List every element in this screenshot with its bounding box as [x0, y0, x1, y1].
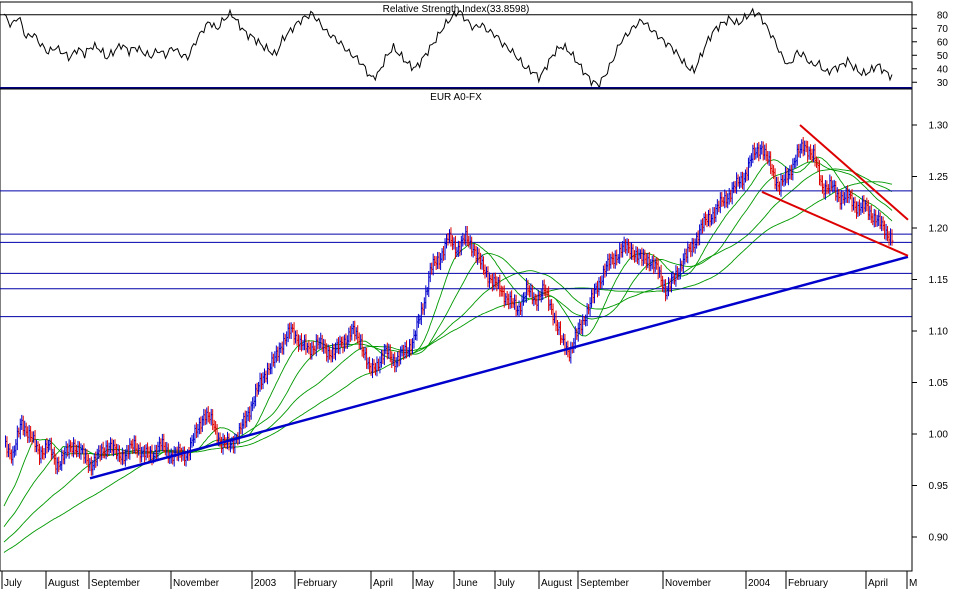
x-tick-label: July [497, 578, 515, 589]
x-axis: July August September November 2003 February A… [0, 570, 917, 589]
price-panel: EUR A0-FX 0.90 0.95 1.00 1.05 1.10 1.15 1.20 1.… [0, 88, 949, 572]
x-tick-label: August [48, 578, 79, 589]
x-tick-label: February [788, 578, 828, 589]
x-tick-label: M [909, 578, 917, 589]
price-y-tick-label: 1.15 [929, 275, 949, 286]
price-bar [891, 229, 894, 246]
rsi-y-axis: 30 40 50 60 70 80 [911, 2, 949, 89]
price-y-tick-label: 1.25 [929, 172, 949, 183]
x-tick-label: June [456, 578, 478, 589]
x-tick-label: February [297, 578, 337, 589]
x-tick-label: 2003 [254, 578, 277, 589]
x-tick-label: 2004 [748, 578, 771, 589]
x-tick-label: September [91, 578, 141, 589]
x-tick-label: April [868, 578, 888, 589]
horizontal-levels [0, 190, 912, 318]
wedge-line [799, 124, 909, 221]
rsi-y-tick-label: 40 [937, 64, 949, 75]
x-tick-label: November [665, 578, 712, 589]
x-tick-label: April [373, 578, 393, 589]
x-tick-label: September [580, 578, 630, 589]
x-tick-label: July [4, 578, 22, 589]
rsi-title: Relative Strength Index(33.8598) [383, 4, 530, 15]
rsi-line [3, 7, 893, 90]
rsi-y-tick-label: 50 [937, 51, 949, 62]
price-y-tick-label: 1.10 [929, 327, 949, 338]
trendlines [89, 124, 909, 480]
x-tick-label: May [415, 578, 434, 589]
rsi-y-tick-label: 30 [937, 78, 949, 89]
x-tick-label: November [173, 578, 220, 589]
rsi-y-tick-label: 60 [937, 37, 949, 48]
x-tick-label: August [541, 578, 572, 589]
price-bars [4, 136, 894, 476]
uptrend-line [89, 255, 909, 480]
price-y-tick-label: 1.30 [929, 121, 949, 132]
price-title: EUR A0-FX [430, 92, 482, 103]
rsi-y-tick-label: 70 [937, 24, 949, 35]
price-y-axis: 0.90 0.95 1.00 1.05 1.10 1.15 1.20 1.25 1.30 [911, 89, 949, 571]
price-y-tick-label: 0.90 [929, 533, 949, 544]
rsi-y-tick-label: 80 [937, 10, 949, 21]
price-y-tick-label: 1.00 [929, 430, 949, 441]
price-y-tick-label: 1.05 [929, 378, 949, 389]
price-y-tick-label: 0.95 [929, 481, 949, 492]
wedge-line [761, 191, 909, 257]
price-y-tick-label: 1.20 [929, 224, 949, 235]
rsi-panel: Relative Strength Index(33.8598) 30 40 50 6… [0, 1, 949, 90]
